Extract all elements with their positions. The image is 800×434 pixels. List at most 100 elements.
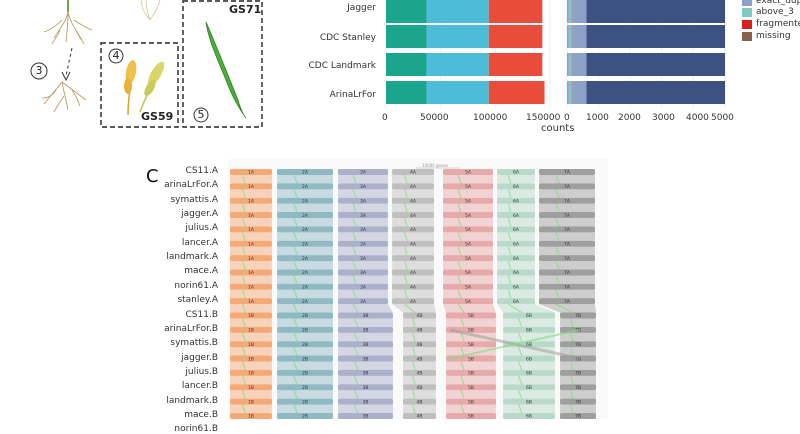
chromosome-label: 1B [248, 328, 254, 334]
chromosome-label: 3A [360, 170, 367, 176]
synteny-ribbon [446, 390, 496, 398]
bar-segment [572, 0, 586, 23]
synteny-ribbon [503, 405, 555, 413]
synteny-ribbon [443, 261, 493, 269]
synteny-ribbon [338, 247, 388, 255]
chromosome-label: 2B [302, 328, 308, 334]
chromosome-label: 4B [417, 399, 423, 405]
chromosome-label: 2B [302, 371, 308, 377]
chromosome-label: 6B [526, 371, 532, 377]
legend-swatch [742, 32, 752, 41]
chromosome-label: 5B [468, 371, 474, 377]
chromosome-label: 2A [302, 170, 309, 176]
chromosome-label: 6B [526, 356, 532, 362]
synteny-ribbon [230, 319, 272, 327]
genome-row-label: mace.A [160, 266, 218, 276]
chromosome-label: 2B [302, 356, 308, 362]
chromosome-label: 7B [575, 313, 581, 319]
genome-row-label: arinaLrFor.A [160, 180, 218, 190]
chromosome-label: 1B [248, 371, 254, 377]
chromosome-label: 2B [302, 342, 308, 348]
synteny-ribbon [277, 390, 333, 398]
synteny-ribbon [403, 333, 436, 341]
chromosome-label: 6A [513, 270, 520, 276]
synteny-ribbon [560, 319, 596, 327]
bar-segment [586, 0, 725, 23]
synteny-ribbon [230, 405, 272, 413]
synteny-ribbon [539, 175, 595, 183]
chromosome-label: 6A [513, 227, 520, 233]
synteny-ribbon [277, 333, 333, 341]
chromosome-label: 6B [526, 399, 532, 405]
synteny-ribbon [277, 376, 333, 384]
synteny-ribbon [230, 247, 272, 255]
bar-segment [567, 53, 569, 76]
chromosome-label: 4B [417, 328, 423, 334]
chromosome-label: 6A [513, 184, 520, 190]
synteny-ribbon [497, 218, 535, 226]
chromosome-label: 3A [360, 299, 367, 305]
chromosome-label: 1B [248, 313, 254, 319]
chromosome-label: 7B [575, 385, 581, 391]
bar-segment [426, 81, 488, 104]
roots-icon [44, 12, 92, 44]
chromosome-label: 5B [468, 313, 474, 319]
genome-row-label: CS11.A [160, 166, 218, 176]
synteny-ribbon [443, 189, 493, 197]
synteny-ribbon [392, 261, 434, 269]
chromosome-label: 3A [360, 285, 367, 291]
chromosome-label: 1B [248, 414, 254, 419]
legend-label: fragmented [756, 19, 800, 29]
bar-segment [586, 25, 725, 48]
bar-segment [567, 81, 569, 104]
chromosome-label: 5A [465, 170, 472, 176]
synteny-ribbon [230, 261, 272, 269]
chromosome-label: 4B [417, 313, 423, 319]
x-tick-label: 3000 [652, 113, 675, 123]
bar-segment [426, 25, 488, 48]
bar-segment [586, 81, 725, 104]
chromosome-label: 6A [513, 285, 520, 291]
chromosome-label: 2A [302, 227, 309, 233]
legend-label: above_3 [756, 7, 794, 17]
synteny-ribbon [277, 347, 333, 355]
gs71-label: GS71 [229, 3, 261, 16]
synteny-ribbon [277, 304, 333, 312]
chromosome-label: 5A [465, 184, 472, 190]
chromosome-label: 4A [410, 198, 417, 204]
category-label: Jagger [290, 3, 376, 13]
chromosome-label: 5B [468, 414, 474, 419]
category-label: CDC Stanley [290, 33, 376, 43]
synteny-ribbon [560, 405, 596, 413]
bar-segment [572, 53, 586, 76]
synteny-ribbon [277, 189, 333, 197]
synteny-ribbon [230, 304, 272, 312]
chromosome-label: 4A [410, 170, 417, 176]
synteny-ribbon [230, 189, 272, 197]
chromosome-label: 4A [410, 241, 417, 247]
synteny-ribbon [230, 376, 272, 384]
panel-c-letter: C [146, 166, 159, 187]
x-tick-label: 1000 [586, 113, 609, 123]
chromosome-label: 6A [513, 198, 520, 204]
chromosome-label: 4A [410, 184, 417, 190]
genome-row-label: landmark.A [160, 252, 218, 262]
chromosome-label: 7A [564, 270, 571, 276]
synteny-ribbon [497, 204, 535, 212]
chromosome-label: 7A [564, 184, 571, 190]
chromosome-label: 3B [363, 414, 369, 419]
stage-5-number: 5 [193, 108, 209, 121]
synteny-ribbon [443, 175, 493, 183]
chromosome-label: 6B [526, 385, 532, 391]
x-tick-label: 0 [564, 113, 570, 123]
synteny-ribbon [230, 290, 272, 298]
chromosome-label: 1A [248, 270, 255, 276]
category-label: CDC Landmark [290, 61, 376, 71]
chromosome-label: 1A [248, 256, 255, 262]
chromosome-label: 4B [417, 385, 423, 391]
chromosome-label: 5B [468, 342, 474, 348]
chromosome-label: 5B [468, 356, 474, 362]
synteny-ribbon [539, 261, 595, 269]
synteny-ribbon [560, 376, 596, 384]
